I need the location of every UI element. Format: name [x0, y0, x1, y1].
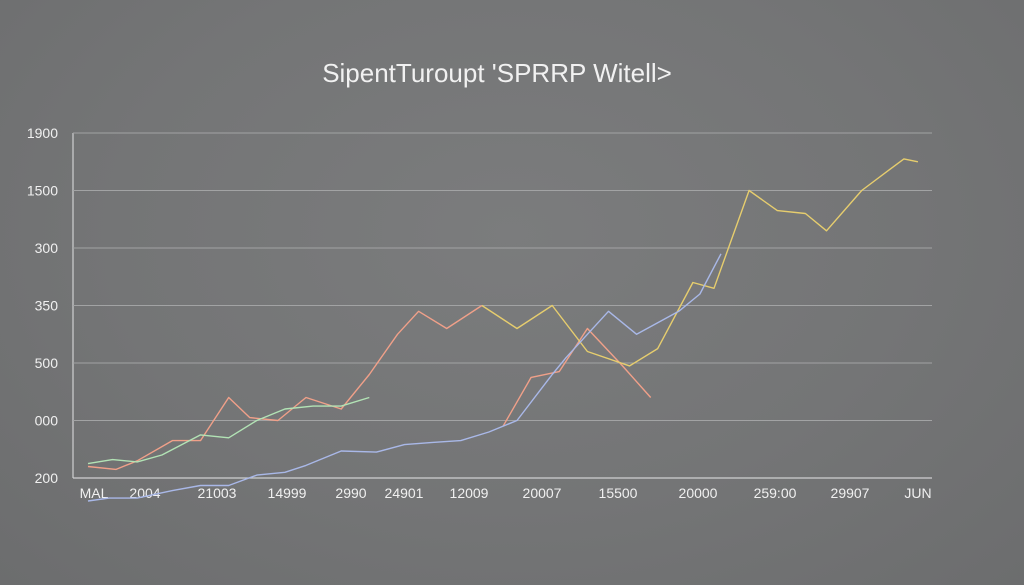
series-line-5 — [87, 253, 722, 502]
y-tick-label: 000 — [35, 413, 59, 429]
x-tick-labels: MAL 2004 21003 14999 2990 24901 12009 20007 1550… — [80, 485, 932, 501]
y-tick-label: 1500 — [27, 183, 58, 199]
x-tick-label: 20007 — [523, 485, 562, 501]
chart-title: SipentTuroupt 'SPRRP Witell> — [322, 58, 672, 88]
series-lines — [87, 158, 919, 502]
x-tick-label: 14999 — [268, 485, 307, 501]
x-tick-label: 2990 — [335, 485, 366, 501]
x-tick-label: 15500 — [599, 485, 638, 501]
x-tick-label: JUN — [904, 485, 931, 501]
x-tick-label: 20000 — [679, 485, 718, 501]
series-line-3 — [481, 158, 919, 367]
y-tick-labels: 1900 1500 300 350 500 000 200 — [27, 125, 58, 486]
x-tick-label: 259:00 — [754, 485, 797, 501]
x-tick-label: 21003 — [198, 485, 237, 501]
series-line-4 — [87, 396, 370, 465]
x-tick-label: 29907 — [831, 485, 870, 501]
y-tick-label: 300 — [35, 240, 59, 256]
x-tick-label: 12009 — [450, 485, 489, 501]
x-tick-label: 24901 — [385, 485, 424, 501]
y-tick-label: 500 — [35, 355, 59, 371]
series-line-2 — [502, 327, 652, 427]
y-tick-label: 200 — [35, 470, 59, 486]
y-tick-label: 1900 — [27, 125, 58, 141]
series-line-1 — [87, 304, 483, 471]
x-tick-label: 2004 — [129, 485, 160, 501]
y-tick-label: 350 — [35, 298, 59, 314]
x-tick-label: MAL — [80, 485, 109, 501]
gridlines — [73, 132, 932, 421]
